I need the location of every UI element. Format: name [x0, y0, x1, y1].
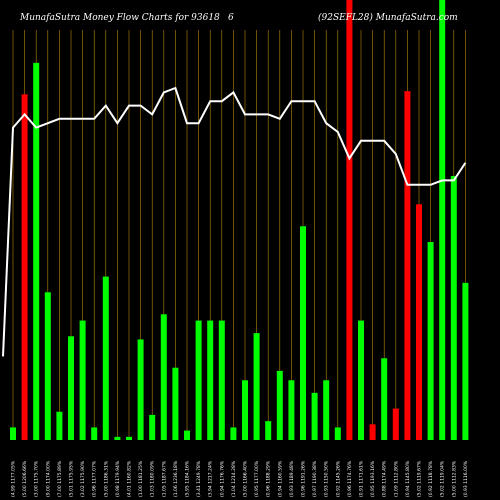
- x-tick-label: (5.00 1112.83%: [451, 460, 457, 497]
- volume-bar: [311, 392, 318, 440]
- volume-bar: [323, 380, 330, 440]
- volume-bar: [91, 427, 98, 440]
- header-right-text: (92SEFL28) MunafaSutra.com: [318, 12, 458, 23]
- x-tick-label: (5.00 1206.66%: [22, 460, 28, 497]
- x-tick-label: (0.88 1174.49%: [382, 460, 388, 497]
- volume-bar: [450, 176, 457, 440]
- x-tick-label: (0.96 1177.07%: [92, 460, 98, 497]
- x-tick-label: (0.94 1145.80%: [405, 460, 411, 497]
- volume-bar: [160, 314, 167, 440]
- volume-bar: [68, 336, 74, 440]
- header-middle-text: 6: [228, 13, 234, 23]
- x-tick-label: (0.97 1190.38%: [312, 460, 318, 497]
- volume-bar: [184, 430, 190, 440]
- x-tick-label: (0.92 1145.26%: [335, 460, 341, 497]
- x-tick-label: (5.02 1119.67%: [417, 460, 423, 497]
- money-flow-line: [2, 86, 467, 357]
- x-tick-label: (1.04 1214.28%: [231, 460, 237, 497]
- volume-bar: [253, 333, 260, 440]
- x-tick-label: (0.96 1191.26%: [301, 460, 307, 497]
- volume-bar: [439, 0, 446, 440]
- x-tick-labels: (4.99 1177.05% (5.00 1206.66% (3.00 1175.7…: [11, 460, 469, 497]
- header-left-text: MunafaSutra Money Flow Charts for 93618: [19, 13, 220, 23]
- x-tick-label: (5.00 1166.40%: [243, 460, 249, 497]
- x-tick-label: (1.09 1112.80%: [393, 460, 399, 497]
- x-tick-label: (3.41 1249.78%: [196, 460, 202, 497]
- volume-bar: [149, 414, 156, 440]
- volume-bar: [10, 427, 16, 440]
- x-tick-label: (4.01 1160.82%: [127, 460, 133, 497]
- volume-bar: [358, 320, 364, 440]
- x-tick-label: (0.96 1188.29%: [266, 460, 272, 497]
- volume-bar: [346, 0, 353, 440]
- x-tick-label: (0.93 1189.48%: [289, 460, 295, 497]
- volume-bar: [242, 380, 248, 440]
- x-tick-label: (0.95 1177.00%: [254, 460, 260, 497]
- volume-bar: [195, 320, 202, 440]
- x-tick-label: (7.00 1175.89%: [57, 460, 63, 497]
- x-tick-label: (0.91 1171.61%: [359, 460, 365, 497]
- volume-bar: [416, 204, 422, 440]
- volume-bar: [126, 436, 132, 440]
- volume-bar: [300, 226, 306, 440]
- volume-bar: [462, 282, 469, 440]
- volume-bar: [265, 421, 272, 440]
- volume-bar: [369, 424, 376, 440]
- volume-bar: [114, 436, 121, 440]
- x-tick-label: (4.99 1177.05%: [11, 460, 17, 497]
- x-tick-label: (0.96 1174.76%: [347, 460, 353, 497]
- x-tick-label: (5.01 1175.95%: [69, 460, 75, 497]
- volume-bar: [79, 320, 86, 440]
- x-tick-label: (9.00 1174.00%: [45, 460, 51, 497]
- x-tick-label: (5.95 1184.16%: [185, 460, 191, 497]
- volume-bar: [381, 358, 388, 440]
- volume-bars: [10, 0, 469, 441]
- volume-bar: [404, 91, 411, 441]
- volume-bar: [172, 367, 179, 440]
- volume-bar: [33, 62, 40, 440]
- volume-bar: [276, 370, 283, 440]
- volume-bar: [288, 380, 295, 440]
- x-tick-label: (3.02 1175.90%: [80, 460, 86, 497]
- x-tick-label: (0.93 1116.00%: [463, 460, 469, 497]
- x-tick-label: (0.94 1160.59%: [277, 460, 283, 497]
- x-tick-label: (3.00 1175.70%: [34, 460, 40, 497]
- x-tick-label: (5.00 1186.31%: [103, 460, 109, 497]
- x-tick-label: (0.98 1179.94%: [115, 460, 121, 497]
- x-tick-label: (5.02 1119.04%: [440, 460, 446, 497]
- volume-bar: [207, 320, 214, 440]
- x-tick-label: (1.00 1181.25%: [138, 460, 144, 497]
- x-tick-label: (3.94 1217.24%: [208, 460, 214, 497]
- volume-bar: [392, 408, 399, 440]
- volume-bar: [218, 320, 225, 440]
- x-tick-label: (1.05 1187.67%: [161, 460, 167, 497]
- volume-bar: [21, 94, 28, 441]
- volume-bar: [334, 427, 341, 440]
- volume-bar: [137, 339, 144, 440]
- x-tick-label: (0.94 1176.76%: [219, 460, 225, 497]
- x-tick-label: (0.95 1193.16%: [370, 460, 376, 497]
- x-tick-label: (1.03 1180.09%: [150, 460, 156, 497]
- volume-bar: [56, 411, 63, 440]
- x-tick-label: (0.93 1150.50%: [324, 460, 330, 497]
- x-tick-label: (0.92 1118.78%: [428, 460, 434, 497]
- x-tick-label: (1.06 1236.18%: [173, 460, 179, 497]
- volume-bar: [230, 427, 237, 440]
- volume-bar: [427, 242, 434, 440]
- volume-bar: [102, 276, 109, 440]
- volume-bar: [44, 292, 51, 440]
